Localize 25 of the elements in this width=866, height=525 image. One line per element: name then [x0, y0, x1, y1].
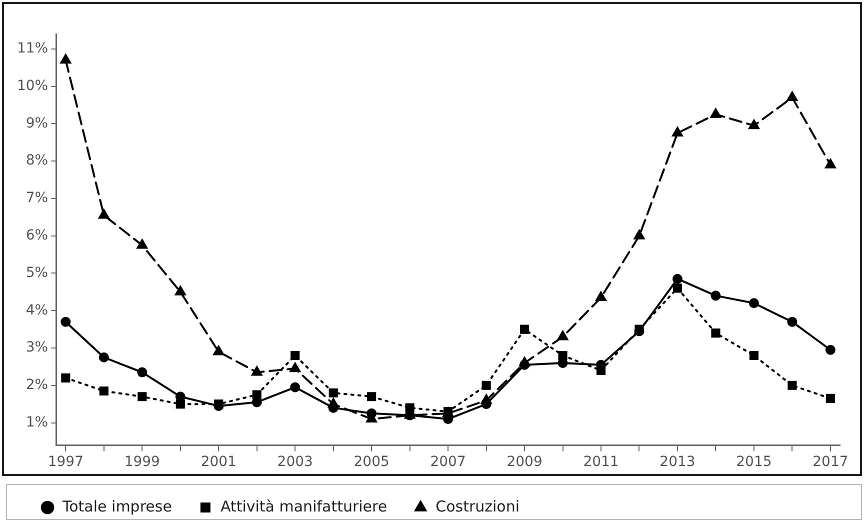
- x-tick-label: 2005: [354, 454, 390, 470]
- y-tick-label: 3%: [26, 340, 48, 356]
- x-tick-label: 2011: [583, 454, 619, 470]
- x-tick-label: 2009: [506, 454, 542, 470]
- y-tick-label: 10%: [16, 78, 48, 94]
- y-tick-label: 1%: [26, 414, 48, 430]
- y-tick-label: 8%: [26, 152, 48, 169]
- y-tick-label: 5%: [26, 264, 48, 281]
- x-tick-label: 2017: [812, 454, 848, 470]
- x-tick-label: 1999: [124, 454, 160, 470]
- y-tick-label: 11%: [16, 40, 48, 57]
- x-tick-label: 2015: [736, 454, 772, 470]
- legend-label: Attività manifatturiere: [220, 497, 388, 516]
- legend-label: Costruzioni: [436, 497, 520, 516]
- y-tick-label: 4%: [26, 302, 48, 318]
- y-tick-label: 6%: [26, 228, 48, 244]
- x-tick-label: 2003: [277, 454, 313, 470]
- x-tick-label: 2001: [200, 454, 236, 470]
- y-tick-label: 2%: [26, 377, 48, 394]
- legend-label: Totale imprese: [62, 497, 172, 516]
- x-tick-label: 1997: [48, 454, 84, 470]
- x-tick-label: 2013: [660, 454, 696, 470]
- y-tick-label: 9%: [26, 115, 48, 132]
- x-tick-label: 2007: [430, 454, 466, 470]
- y-tick-label: 7%: [26, 190, 48, 206]
